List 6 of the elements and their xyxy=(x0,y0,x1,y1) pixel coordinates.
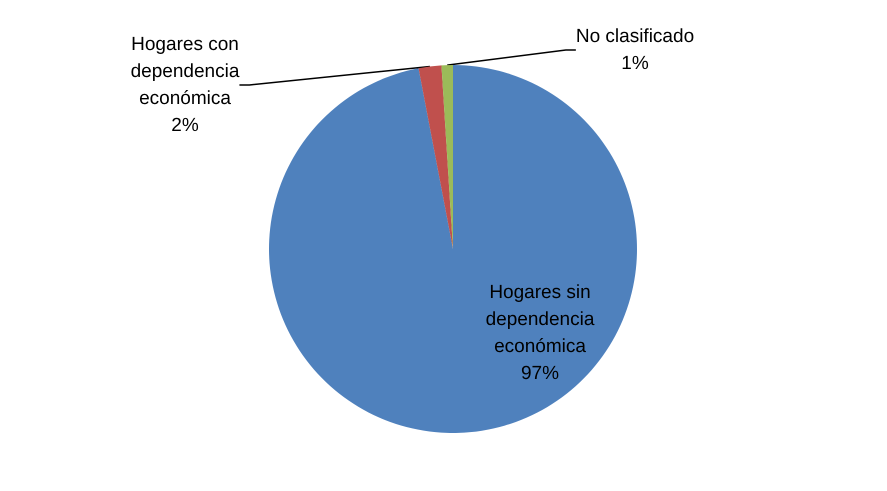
slice-label: Hogares sin dependencia económica xyxy=(486,282,595,357)
data-label: 2% xyxy=(171,115,199,136)
data-label: 1% xyxy=(621,53,649,74)
slice-label: Hogares con dependencia económica xyxy=(130,34,240,109)
slice-label: No clasificado xyxy=(576,26,694,47)
data-label: 97% xyxy=(520,363,560,384)
